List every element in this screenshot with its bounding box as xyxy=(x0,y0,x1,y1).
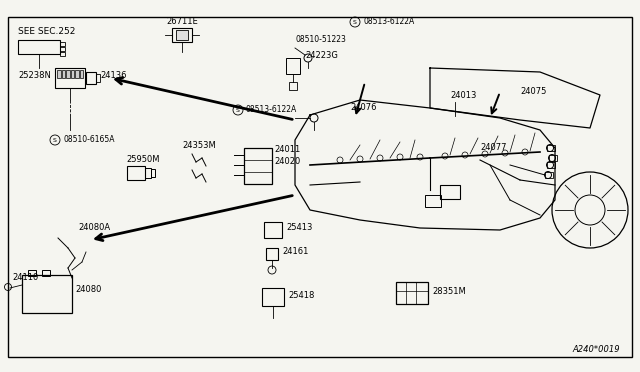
Bar xyxy=(172,28,192,42)
Bar xyxy=(176,30,188,40)
Text: 24011: 24011 xyxy=(274,145,300,154)
Text: 25238N: 25238N xyxy=(18,71,51,80)
Bar xyxy=(127,166,145,180)
Bar xyxy=(547,162,555,168)
Bar xyxy=(96,74,100,82)
Text: 24013: 24013 xyxy=(450,90,476,99)
Text: 24020: 24020 xyxy=(274,157,300,167)
Bar xyxy=(22,275,72,313)
Text: 28351M: 28351M xyxy=(432,288,466,296)
Bar xyxy=(396,282,428,304)
Bar xyxy=(86,72,96,84)
Bar xyxy=(425,195,441,207)
Bar xyxy=(244,148,272,184)
Bar xyxy=(66,70,70,78)
Text: 25418: 25418 xyxy=(288,292,314,301)
Text: 24110: 24110 xyxy=(12,273,38,282)
Bar xyxy=(18,40,60,54)
Text: 08513-6122A: 08513-6122A xyxy=(246,106,297,115)
Bar xyxy=(61,70,65,78)
Text: 24161: 24161 xyxy=(282,247,308,257)
Text: S: S xyxy=(53,138,57,142)
Bar xyxy=(266,248,278,260)
Text: 25950M: 25950M xyxy=(126,155,159,164)
Text: 24080A: 24080A xyxy=(78,224,110,232)
Bar xyxy=(145,168,151,178)
Text: 25413: 25413 xyxy=(286,224,312,232)
Bar xyxy=(264,222,282,238)
Bar xyxy=(28,270,36,276)
Bar xyxy=(289,82,297,90)
Bar xyxy=(79,70,83,78)
Text: 24077: 24077 xyxy=(480,144,506,153)
Bar xyxy=(545,172,553,178)
Text: 24223G: 24223G xyxy=(305,51,338,60)
Text: 08510-51223: 08510-51223 xyxy=(296,35,347,45)
Text: S: S xyxy=(236,108,240,112)
Bar xyxy=(286,58,300,74)
Text: 08513-6122A: 08513-6122A xyxy=(363,17,414,26)
Bar xyxy=(75,70,79,78)
Text: SEE SEC.252: SEE SEC.252 xyxy=(18,28,76,36)
Bar xyxy=(60,52,65,56)
Text: S: S xyxy=(353,19,357,25)
Bar xyxy=(70,70,74,78)
Bar xyxy=(549,155,557,161)
Bar xyxy=(55,68,85,88)
Bar xyxy=(440,185,460,199)
Bar xyxy=(547,145,555,151)
Text: 24076: 24076 xyxy=(350,103,376,112)
Bar xyxy=(151,169,155,177)
Bar xyxy=(42,270,50,276)
Text: 24075: 24075 xyxy=(520,87,547,96)
Bar xyxy=(60,42,65,46)
Bar xyxy=(60,47,65,51)
Bar xyxy=(57,70,61,78)
Text: 24136: 24136 xyxy=(100,71,127,80)
Text: 26711E: 26711E xyxy=(166,17,198,26)
Text: A240*0019: A240*0019 xyxy=(572,346,620,355)
Bar xyxy=(262,288,284,306)
Text: 08510-6165A: 08510-6165A xyxy=(63,135,115,144)
Text: 24080: 24080 xyxy=(75,285,101,295)
Text: 24353M: 24353M xyxy=(182,141,216,150)
